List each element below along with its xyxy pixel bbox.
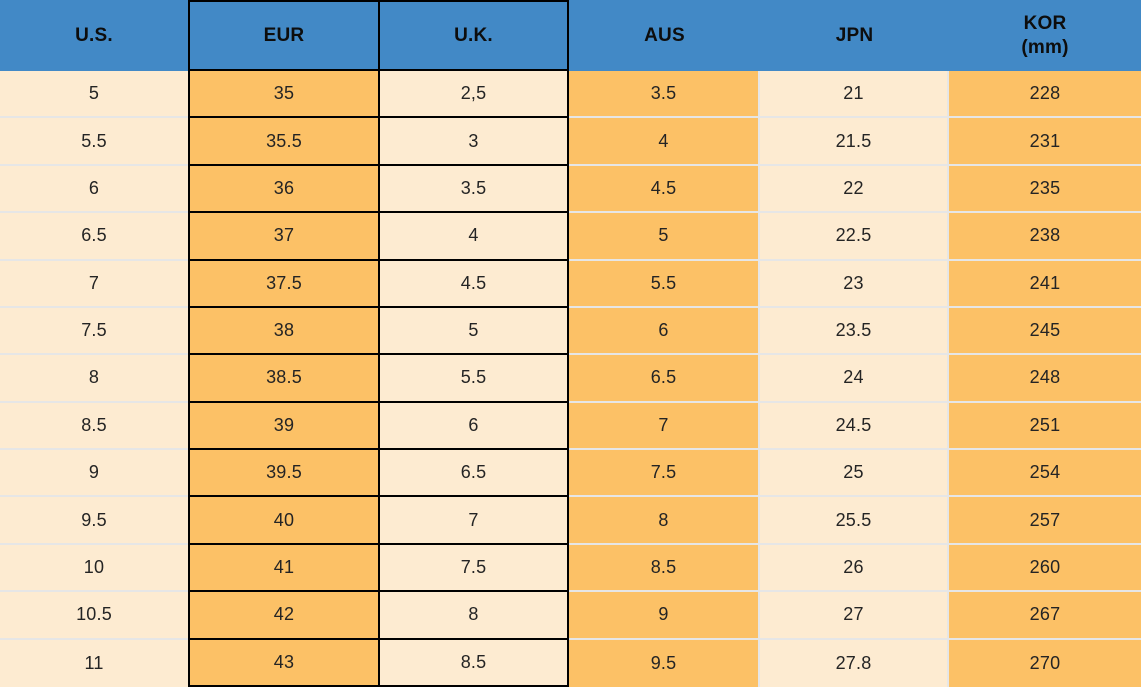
cell-uk-row-5: 4.5: [380, 260, 569, 308]
cell-us-row-12: 10.5: [0, 592, 188, 640]
cell-aus-row-1: 3.5: [569, 71, 760, 119]
cell-uk-row-4: 4: [380, 213, 569, 261]
cell-aus-row-10: 8: [569, 497, 760, 545]
cell-uk-row-7: 5.5: [380, 355, 569, 403]
cell-aus-row-12: 9: [569, 592, 760, 640]
cell-eur-row-13: 43: [188, 639, 380, 687]
cell-jpn-row-7: 24: [760, 355, 949, 403]
cell-us-row-3: 6: [0, 165, 188, 214]
cell-uk-row-9: 6.5: [380, 450, 569, 498]
cell-eur-row-9: 39.5: [188, 450, 380, 498]
cell-aus-row-2: 4: [569, 118, 760, 166]
cell-uk-row-12: 8: [380, 592, 569, 640]
cell-kor-row-10: 257: [949, 497, 1141, 545]
column-header-uk: U.K.: [380, 0, 569, 71]
cell-eur-row-4: 37: [188, 213, 380, 261]
cell-aus-row-3: 4.5: [569, 165, 760, 214]
cell-eur-row-12: 42: [188, 592, 380, 640]
cell-jpn-row-1: 21: [760, 71, 949, 119]
column-header-kor-unit: (mm): [1021, 36, 1069, 58]
cell-kor-row-6: 245: [949, 307, 1141, 356]
cell-jpn-row-8: 24.5: [760, 402, 949, 451]
cell-kor-row-11: 260: [949, 544, 1141, 593]
column-header-aus: AUS: [569, 0, 760, 71]
cell-kor-row-5: 241: [949, 260, 1141, 308]
cell-jpn-row-10: 25.5: [760, 497, 949, 545]
cell-us-row-4: 6.5: [0, 213, 188, 261]
cell-jpn-row-3: 22: [760, 165, 949, 214]
cell-us-row-7: 8: [0, 355, 188, 403]
cell-kor-row-2: 231: [949, 118, 1141, 166]
cell-us-row-1: 5: [0, 71, 188, 119]
cell-eur-row-5: 37.5: [188, 260, 380, 308]
cell-eur-row-3: 36: [188, 165, 380, 214]
cell-us-row-2: 5.5: [0, 118, 188, 166]
cell-us-row-5: 7: [0, 260, 188, 308]
cell-aus-row-5: 5.5: [569, 260, 760, 308]
cell-eur-row-1: 35: [188, 71, 380, 119]
column-header-eur: EUR: [188, 0, 380, 71]
column-header-aus-label: AUS: [644, 24, 685, 46]
cell-us-row-10: 9.5: [0, 497, 188, 545]
cell-kor-row-12: 267: [949, 592, 1141, 640]
cell-uk-row-11: 7.5: [380, 544, 569, 593]
cell-us-row-13: 11: [0, 639, 188, 687]
cell-eur-row-11: 41: [188, 544, 380, 593]
cell-kor-row-7: 248: [949, 355, 1141, 403]
cell-eur-row-8: 39: [188, 402, 380, 451]
cell-aus-row-13: 9.5: [569, 639, 760, 687]
cell-eur-row-6: 38: [188, 307, 380, 356]
cell-kor-row-8: 251: [949, 402, 1141, 451]
cell-aus-row-7: 6.5: [569, 355, 760, 403]
cell-aus-row-4: 5: [569, 213, 760, 261]
cell-jpn-row-12: 27: [760, 592, 949, 640]
column-header-jpn-label: JPN: [835, 24, 874, 46]
cell-us-row-8: 8.5: [0, 402, 188, 451]
cell-us-row-6: 7.5: [0, 307, 188, 356]
cell-aus-row-11: 8.5: [569, 544, 760, 593]
cell-kor-row-9: 254: [949, 450, 1141, 498]
cell-us-row-11: 10: [0, 544, 188, 593]
cell-jpn-row-11: 26: [760, 544, 949, 593]
cell-uk-row-6: 5: [380, 307, 569, 356]
column-header-kor-label: KOR: [1023, 12, 1067, 34]
cell-jpn-row-4: 22.5: [760, 213, 949, 261]
cell-aus-row-6: 6: [569, 307, 760, 356]
cell-aus-row-8: 7: [569, 402, 760, 451]
cell-kor-row-3: 235: [949, 165, 1141, 214]
cell-uk-row-1: 2,5: [380, 71, 569, 119]
cell-uk-row-8: 6: [380, 402, 569, 451]
cell-uk-row-13: 8.5: [380, 639, 569, 687]
column-header-uk-label: U.K.: [454, 24, 493, 46]
cell-eur-row-2: 35.5: [188, 118, 380, 166]
cell-jpn-row-5: 23: [760, 260, 949, 308]
cell-eur-row-7: 38.5: [188, 355, 380, 403]
cell-aus-row-9: 7.5: [569, 450, 760, 498]
cell-uk-row-10: 7: [380, 497, 569, 545]
column-header-kor: KOR (mm): [949, 0, 1141, 71]
cell-jpn-row-9: 25: [760, 450, 949, 498]
cell-eur-row-10: 40: [188, 497, 380, 545]
cell-kor-row-13: 270: [949, 639, 1141, 687]
cell-us-row-9: 9: [0, 450, 188, 498]
column-header-us: U.S.: [0, 0, 188, 71]
cell-jpn-row-2: 21.5: [760, 118, 949, 166]
column-header-jpn: JPN: [760, 0, 949, 71]
cell-uk-row-3: 3.5: [380, 165, 569, 214]
cell-jpn-row-6: 23.5: [760, 307, 949, 356]
cell-jpn-row-13: 27.8: [760, 639, 949, 687]
column-header-us-label: U.S.: [75, 24, 113, 46]
cell-kor-row-4: 238: [949, 213, 1141, 261]
cell-kor-row-1: 228: [949, 71, 1141, 119]
column-header-eur-label: EUR: [263, 24, 305, 46]
cell-uk-row-2: 3: [380, 118, 569, 166]
